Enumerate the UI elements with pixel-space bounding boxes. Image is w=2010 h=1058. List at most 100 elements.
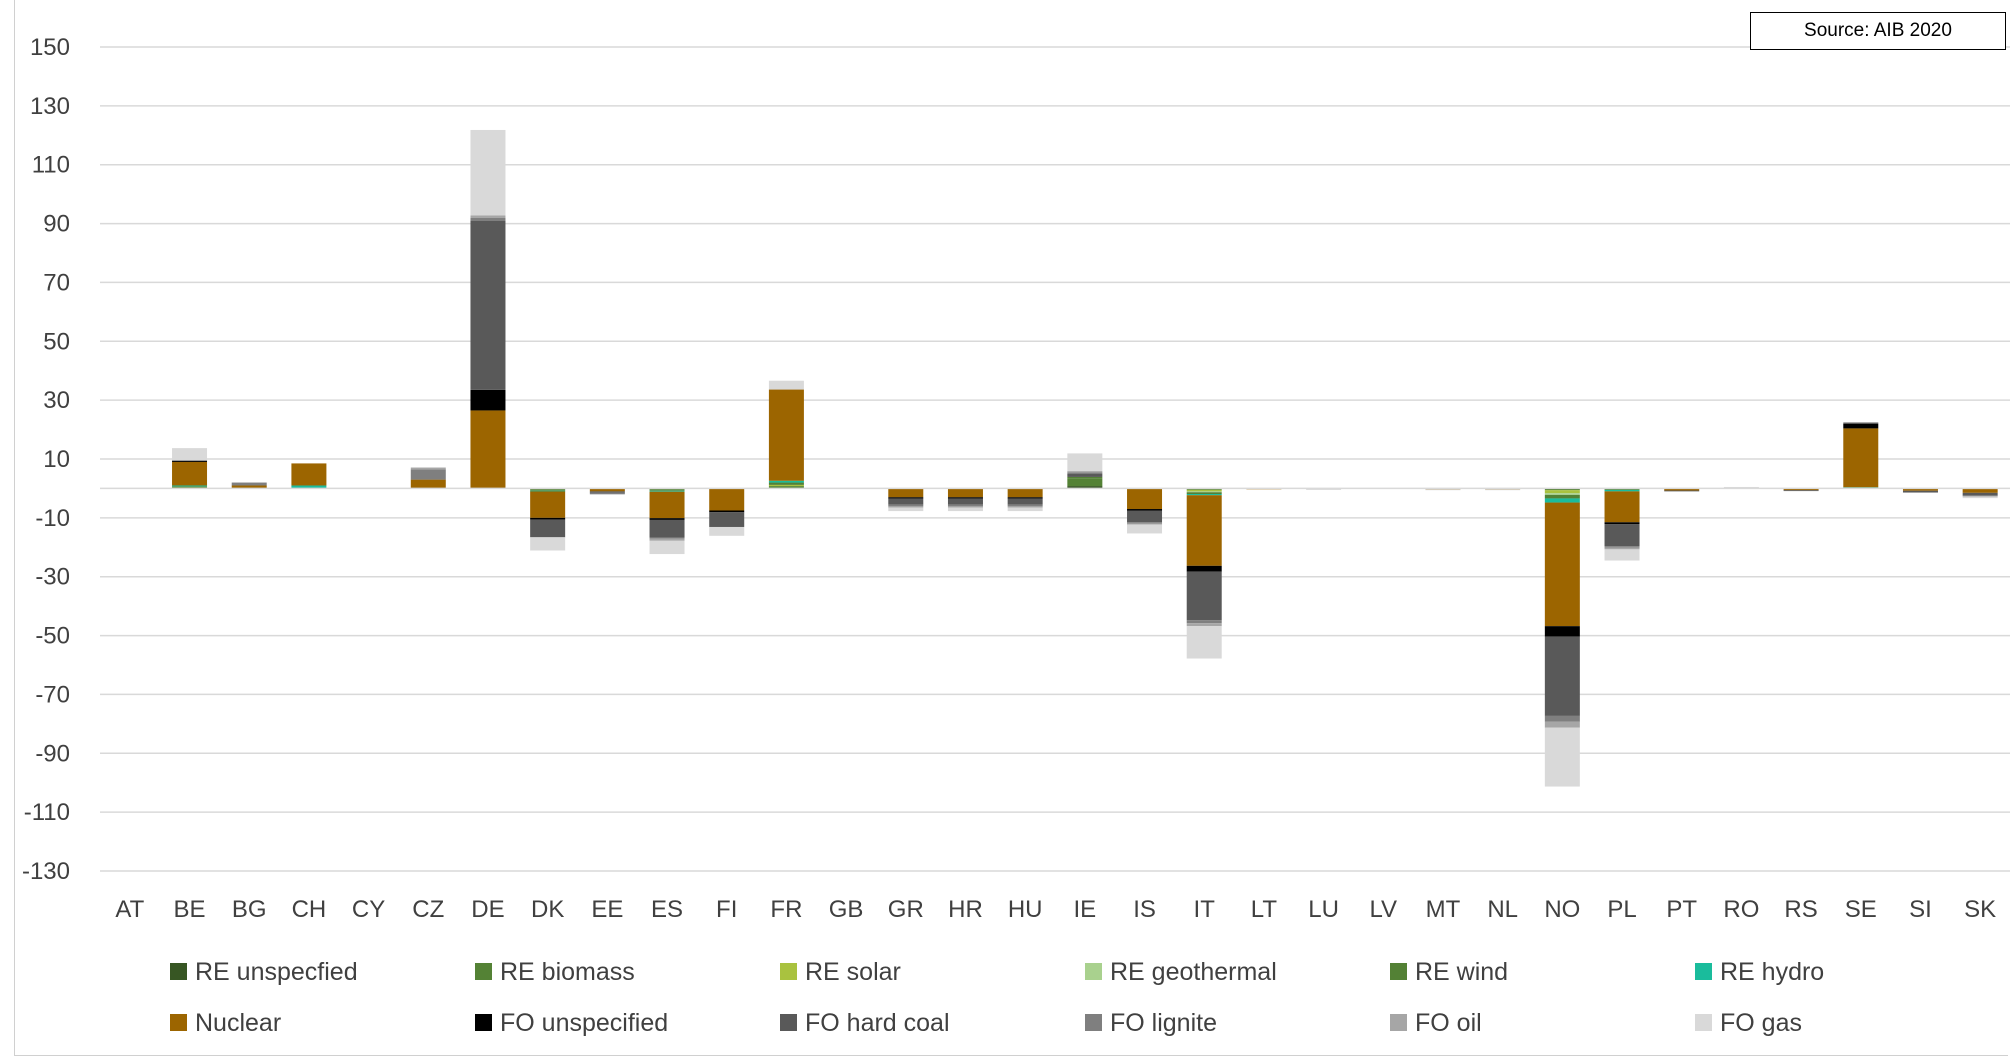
bar-segment	[470, 215, 506, 218]
x-tick-label: HR	[948, 896, 983, 923]
bar-segment	[1186, 565, 1222, 572]
x-tick-label: CY	[352, 896, 385, 923]
y-tick-label: 10	[43, 446, 70, 473]
bar-segment	[947, 507, 983, 512]
legend-item: RE solar	[780, 958, 901, 986]
legend-swatch	[780, 1014, 797, 1031]
legend-label: FO gas	[1720, 1009, 1802, 1037]
bar-segment	[1127, 522, 1163, 524]
legend-label: Nuclear	[195, 1009, 281, 1037]
bar-segment	[530, 489, 566, 491]
legend-swatch	[1390, 963, 1407, 980]
bar-segment	[172, 461, 208, 486]
bar-segment	[1664, 488, 1700, 491]
bar-segment	[1902, 490, 1938, 493]
bar-segment	[1067, 474, 1103, 477]
bar-segment	[470, 217, 506, 221]
bar-segment	[410, 467, 446, 470]
legend-swatch	[475, 963, 492, 980]
bar-segment	[888, 504, 924, 507]
legend-swatch	[170, 1014, 187, 1031]
gridlines	[100, 46, 2010, 872]
x-tick-label: NL	[1487, 896, 1518, 923]
bar-segment	[1783, 488, 1819, 491]
x-tick-label: DE	[471, 896, 504, 923]
legend-label: RE wind	[1415, 958, 1508, 986]
bar-segment	[1604, 549, 1640, 561]
bar-segment	[1604, 547, 1640, 550]
bar-segment	[947, 498, 983, 505]
y-tick-label: -90	[35, 740, 70, 767]
bar-segment	[888, 488, 924, 498]
x-tick-label: SI	[1909, 896, 1932, 923]
bar-segment	[649, 519, 685, 538]
bar-segment	[1007, 507, 1043, 512]
legend-item: RE hydro	[1695, 958, 1824, 986]
legend-label: RE unspecfied	[195, 958, 358, 986]
legend-label: RE geothermal	[1110, 958, 1277, 986]
x-tick-label: DK	[531, 896, 564, 923]
x-tick-label: NO	[1544, 896, 1580, 923]
bar-segment	[1604, 546, 1640, 548]
x-tick-label: CH	[292, 896, 327, 923]
bar-segment	[768, 482, 804, 485]
x-tick-label: PT	[1666, 896, 1697, 923]
bar-segment	[1843, 428, 1879, 488]
y-tick-label: 30	[43, 387, 70, 414]
legend-item: FO gas	[1695, 1009, 1802, 1037]
bar-segment	[1544, 715, 1580, 722]
bar-segment	[589, 488, 625, 492]
legend-item: FO unspecified	[475, 1009, 668, 1037]
x-tick-label: IT	[1194, 896, 1216, 923]
bar-segment	[410, 469, 446, 480]
bar-segment	[768, 480, 804, 483]
bar-segment	[1544, 626, 1580, 637]
legend-label: FO unspecified	[500, 1009, 668, 1037]
bar-segment	[1604, 489, 1640, 492]
bar-segment	[1843, 423, 1879, 429]
bar-segment	[1544, 727, 1580, 787]
bar-segment	[709, 526, 745, 536]
x-tick-label: EE	[591, 896, 623, 923]
bar-segment	[947, 506, 983, 508]
bar-segment	[1067, 471, 1103, 473]
legend-swatch	[475, 1014, 492, 1031]
bar-segment	[649, 538, 685, 541]
bar-segment	[1186, 494, 1222, 496]
legend-item: FO oil	[1390, 1009, 1482, 1037]
bar-segment	[649, 537, 685, 539]
bar-segment	[1007, 506, 1043, 508]
legend-label: FO lignite	[1110, 1009, 1217, 1037]
bar-segment	[768, 389, 804, 481]
bar-segment	[1186, 489, 1222, 492]
bar-segment	[1186, 491, 1222, 493]
y-tick-labels: 150 130 110 90 70 50 30 10 -10 -30 -50 -70 -90 -110 -1…	[22, 34, 70, 885]
bar-segment	[768, 484, 804, 487]
bar-segment	[1544, 721, 1580, 728]
legend-item: FO hard coal	[780, 1009, 950, 1037]
bar-segment	[768, 486, 804, 489]
x-tick-label: FI	[716, 896, 737, 923]
x-tick-label: SE	[1845, 896, 1877, 923]
bar-segment	[888, 507, 924, 512]
legend-label: FO oil	[1415, 1009, 1482, 1037]
bar-segment	[947, 497, 983, 499]
bar-segment	[709, 510, 745, 513]
y-tick-label: -130	[22, 858, 70, 885]
bar-segment	[530, 519, 566, 538]
bar-segment	[1127, 509, 1163, 511]
bar-segment	[410, 479, 446, 489]
x-tick-labels: AT BE BG CH CY CZ DE DK EE ES FI FR GB GR HR HU IE IS IT LT…	[115, 896, 1996, 923]
bar-segment	[1664, 490, 1700, 492]
x-tick-label: RS	[1784, 896, 1817, 923]
bar-segment	[231, 482, 267, 486]
bar-segment	[1186, 492, 1222, 495]
bar-segment	[1962, 488, 1998, 493]
bar-segment	[530, 490, 566, 492]
bar-segment	[947, 504, 983, 507]
bar-segment	[709, 488, 745, 511]
bar-segment	[1007, 497, 1043, 499]
bar-segment	[649, 491, 685, 519]
bar-segment	[1544, 636, 1580, 716]
bar-segment	[1186, 620, 1222, 624]
